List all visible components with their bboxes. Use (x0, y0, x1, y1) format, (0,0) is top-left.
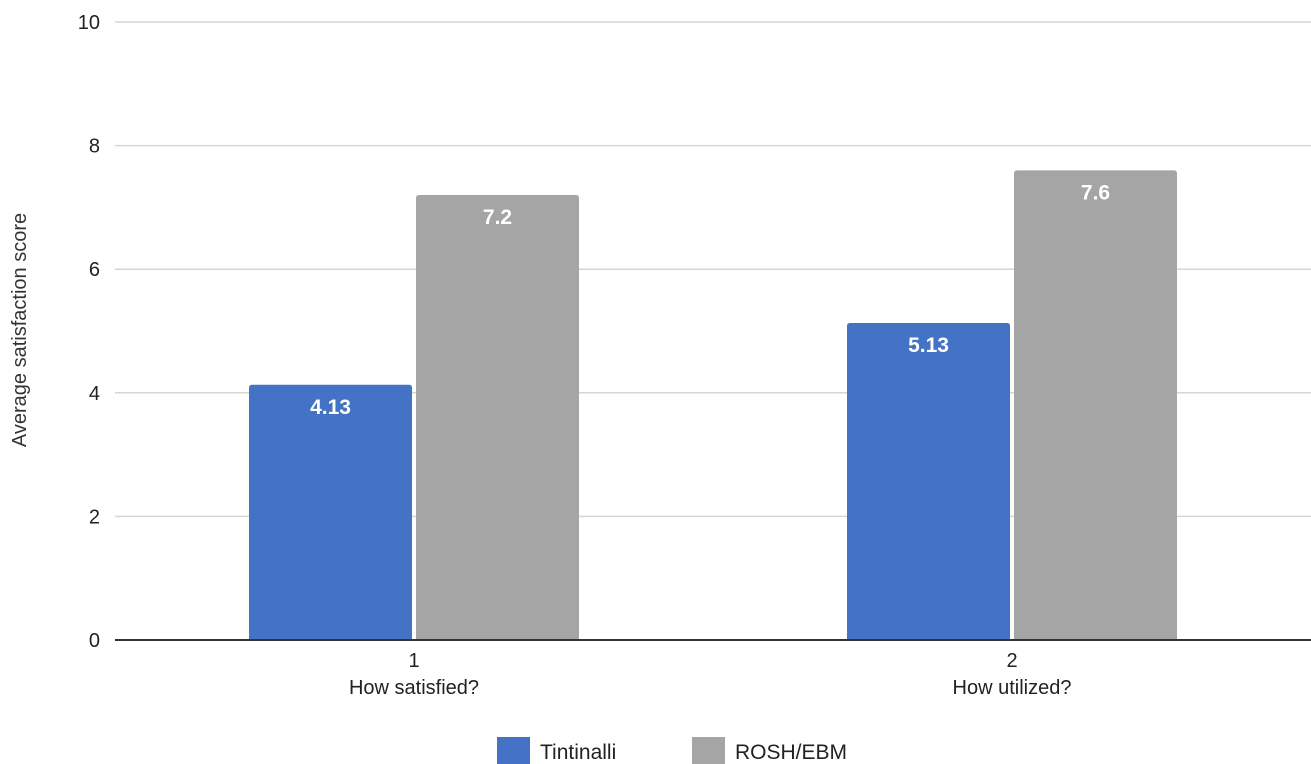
x-axis-ticks: 1 How satisfied? 2 How utilized? (349, 650, 1072, 699)
legend-swatch-rosh-ebm (692, 737, 725, 764)
y-tick-label: 2 (89, 506, 100, 528)
data-label: 5.13 (908, 334, 949, 357)
x-tick-number: 1 (408, 650, 419, 672)
legend: Tintinalli ROSH/EBM (497, 737, 847, 764)
y-tick-label: 6 (89, 259, 100, 281)
legend-label: Tintinalli (540, 741, 616, 764)
bar-rosh-ebm-1 (416, 195, 579, 641)
y-tick-label: 8 (89, 136, 100, 158)
y-axis-label: Average satisfaction score (9, 213, 31, 447)
x-tick-label: How utilized? (953, 677, 1072, 699)
y-tick-label: 10 (78, 12, 100, 34)
bar-tintinalli-2 (847, 322, 1010, 640)
bars (249, 170, 1177, 641)
data-label: 7.6 (1081, 181, 1110, 204)
legend-swatch-tintinalli (497, 737, 530, 764)
bar-rosh-ebm-2 (1014, 170, 1177, 640)
bar-tintinalli-1 (249, 384, 412, 640)
data-labels: 4.13 7.2 5.13 7.6 (310, 181, 1110, 418)
legend-label: ROSH/EBM (735, 741, 847, 764)
y-axis-ticks: 0 2 4 6 8 10 (78, 12, 100, 652)
x-tick-label: How satisfied? (349, 677, 479, 699)
data-label: 7.2 (483, 206, 512, 229)
data-label: 4.13 (310, 396, 351, 419)
y-tick-label: 4 (89, 383, 100, 405)
x-tick-number: 2 (1006, 650, 1017, 672)
y-tick-label: 0 (89, 630, 100, 652)
